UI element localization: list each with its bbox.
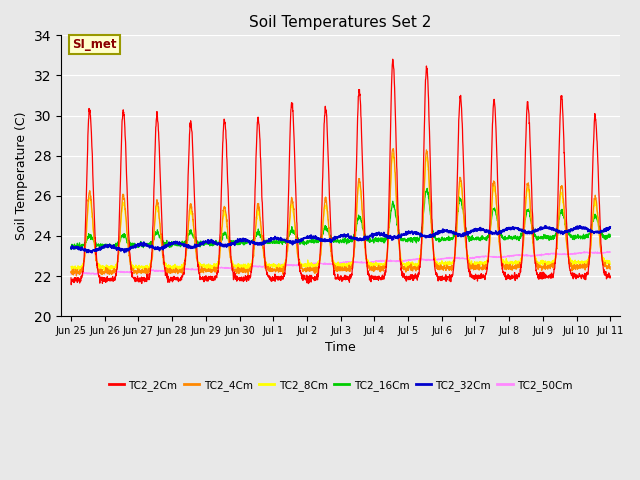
Y-axis label: Soil Temperature (C): Soil Temperature (C) bbox=[15, 111, 28, 240]
Legend: TC2_2Cm, TC2_4Cm, TC2_8Cm, TC2_16Cm, TC2_32Cm, TC2_50Cm: TC2_2Cm, TC2_4Cm, TC2_8Cm, TC2_16Cm, TC2… bbox=[104, 376, 577, 395]
Title: Soil Temperatures Set 2: Soil Temperatures Set 2 bbox=[250, 15, 432, 30]
X-axis label: Time: Time bbox=[325, 341, 356, 354]
Text: SI_met: SI_met bbox=[72, 38, 116, 51]
